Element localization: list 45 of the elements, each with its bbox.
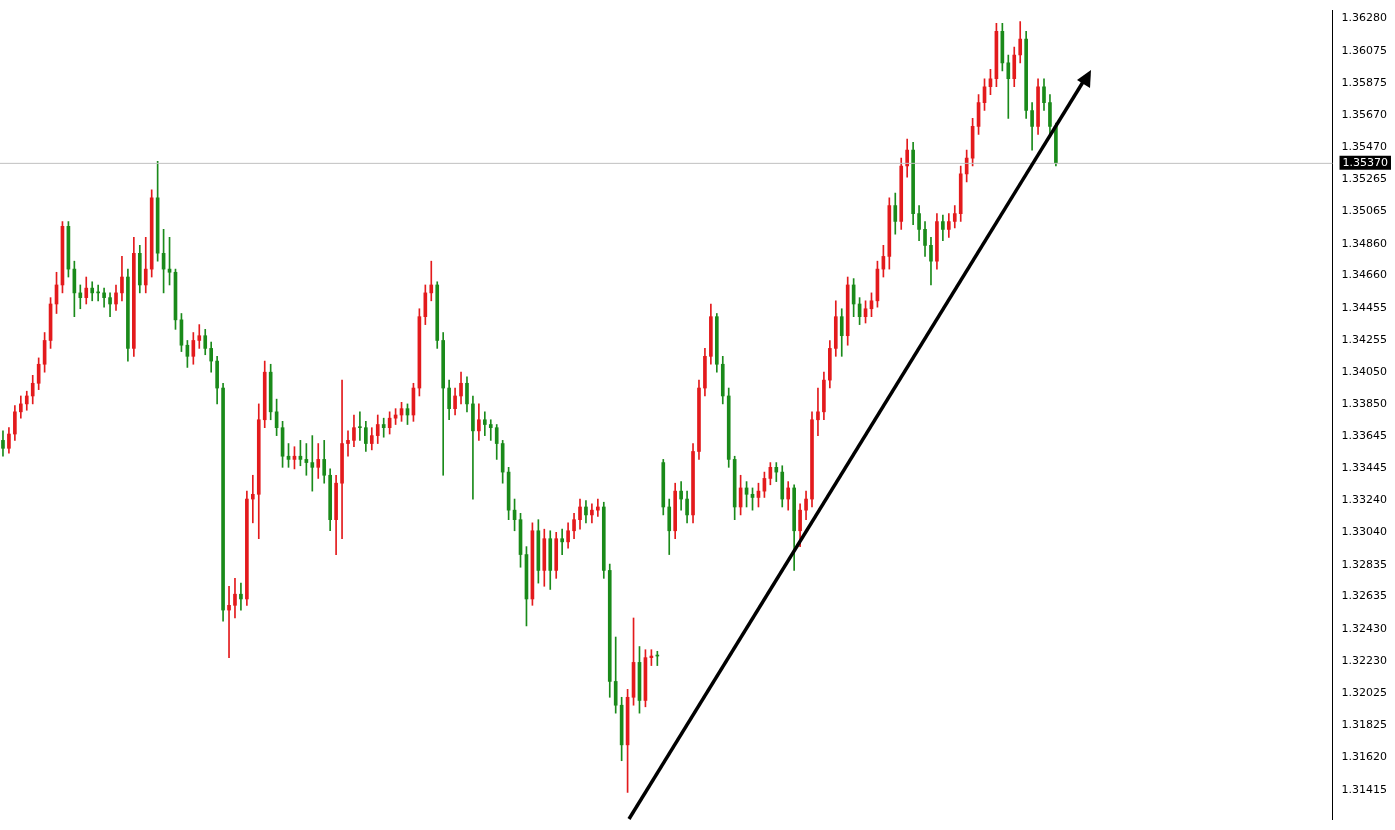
candlestick (816, 387, 820, 436)
y-tick-label: 1.36075 (1341, 43, 1388, 57)
candlestick (90, 281, 95, 302)
y-tick-label: 1.32430 (1341, 621, 1388, 635)
candlestick (239, 582, 243, 611)
candlestick (197, 324, 202, 349)
y-tick-label: 1.31620 (1341, 750, 1388, 764)
y-tick-label: 1.34860 (1341, 236, 1388, 250)
y-tick-label: 1.33240 (1341, 493, 1388, 507)
y-tick-label: 1.35265 (1341, 172, 1388, 186)
y-tick-label: 1.33445 (1341, 460, 1388, 474)
candlestick (429, 260, 434, 302)
candlestick (358, 411, 362, 441)
candlestick (310, 435, 315, 492)
y-tick-label: 1.31825 (1341, 717, 1388, 731)
ref-line-label: 1.35370 (1342, 155, 1389, 169)
y-tick-label: 1.34255 (1341, 332, 1388, 346)
candlestick (590, 503, 594, 524)
candlestick (381, 417, 386, 438)
y-tick-label: 1.34660 (1341, 268, 1388, 282)
y-tick-label: 1.34455 (1341, 300, 1388, 314)
y-tick-label: 1.32230 (1341, 653, 1388, 667)
candlestick (78, 284, 83, 310)
y-tick-label: 1.36280 (1341, 11, 1388, 25)
y-tick-label: 1.33850 (1341, 396, 1388, 410)
candlestick (482, 411, 487, 436)
y-tick-label: 1.35670 (1341, 108, 1388, 122)
y-tick-label: 1.35470 (1341, 139, 1388, 153)
candlestick (774, 462, 779, 482)
y-tick-label: 1.33040 (1341, 525, 1388, 539)
y-tick-label: 1.32835 (1341, 557, 1388, 571)
y-tick-label: 1.32025 (1341, 686, 1388, 700)
candlestick (346, 430, 350, 457)
y-tick-label: 1.32635 (1341, 589, 1388, 603)
candlestick (250, 474, 255, 524)
candlestick (560, 528, 564, 555)
y-tick-label: 1.34050 (1341, 365, 1388, 379)
candlestick (316, 443, 321, 479)
y-tick-label: 1.35875 (1341, 75, 1388, 89)
y-tick-label: 1.33645 (1341, 429, 1388, 443)
y-tick-label: 1.35065 (1341, 204, 1388, 218)
candlestick (488, 419, 493, 441)
candlestick (227, 585, 231, 658)
y-tick-label: 1.31415 (1341, 782, 1388, 796)
candlestick (1006, 54, 1011, 119)
